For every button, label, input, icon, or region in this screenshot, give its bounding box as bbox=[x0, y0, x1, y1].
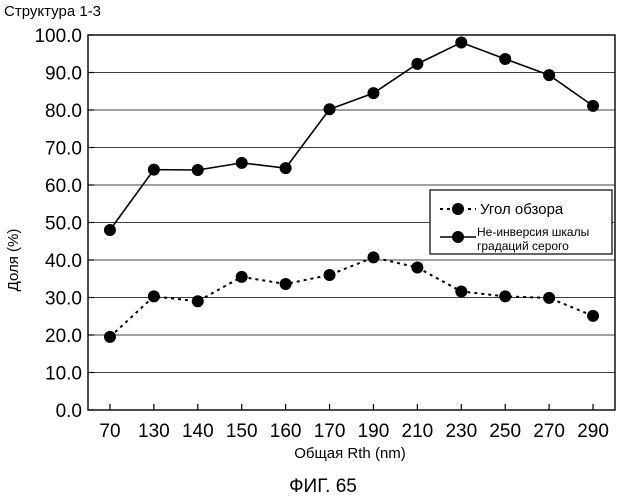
data-point-series-1 bbox=[587, 100, 599, 112]
data-point-series-1 bbox=[192, 164, 204, 176]
x-tick-label: 230 bbox=[445, 421, 477, 442]
data-point-series-0 bbox=[543, 292, 555, 304]
y-tick-label: 50.0 bbox=[45, 214, 82, 235]
x-tick-label: 190 bbox=[358, 421, 390, 442]
x-tick-label: 130 bbox=[138, 421, 170, 442]
x-tick-label: 170 bbox=[314, 421, 346, 442]
data-point-series-1 bbox=[148, 164, 160, 176]
data-point-series-1 bbox=[104, 224, 116, 236]
chart-structure-label: Структура 1-3 bbox=[4, 3, 101, 20]
x-tick-label: 270 bbox=[533, 421, 565, 442]
y-tick-label: 30.0 bbox=[45, 289, 82, 310]
data-point-series-1 bbox=[543, 69, 555, 81]
x-tick-label: 160 bbox=[270, 421, 302, 442]
y-tick-label: 60.0 bbox=[45, 176, 82, 197]
legend-marker-non-inversion bbox=[452, 231, 464, 243]
y-axis-title: Доля (%) bbox=[5, 229, 22, 292]
data-point-series-1 bbox=[455, 37, 467, 49]
legend: Угол обзора Не-инверсия шкалы градаций с… bbox=[430, 190, 612, 254]
y-tick-label: 20.0 bbox=[45, 326, 82, 347]
x-tick-label: 150 bbox=[226, 421, 258, 442]
data-point-series-1 bbox=[324, 103, 336, 115]
y-tick-label: 80.0 bbox=[45, 101, 82, 122]
data-point-series-0 bbox=[587, 310, 599, 322]
data-point-series-0 bbox=[324, 269, 336, 281]
x-tick-label: 140 bbox=[182, 421, 214, 442]
y-tick-label: 0.0 bbox=[56, 401, 82, 422]
data-point-series-0 bbox=[367, 251, 379, 263]
data-point-series-1 bbox=[236, 157, 248, 169]
legend-label-viewing-angle: Угол обзора bbox=[480, 201, 564, 218]
x-tick-label: 290 bbox=[577, 421, 609, 442]
data-point-series-1 bbox=[499, 53, 511, 65]
data-point-series-0 bbox=[104, 331, 116, 343]
data-point-series-0 bbox=[148, 290, 160, 302]
legend-label-non-inversion-line2: градаций серого bbox=[477, 239, 569, 253]
data-point-series-0 bbox=[411, 262, 423, 274]
legend-marker-viewing-angle bbox=[452, 203, 464, 215]
data-point-series-0 bbox=[192, 295, 204, 307]
data-point-series-0 bbox=[280, 278, 292, 290]
y-tick-label: 100.0 bbox=[34, 26, 82, 47]
x-axis-title: Общая Rth (nm) bbox=[294, 445, 406, 462]
figure-label: ФИГ. 65 bbox=[289, 476, 357, 497]
y-tick-label: 90.0 bbox=[45, 64, 82, 85]
legend-label-non-inversion-line1: Не-инверсия шкалы bbox=[477, 225, 589, 239]
x-tick-label: 70 bbox=[99, 421, 120, 442]
x-tick-label: 210 bbox=[402, 421, 434, 442]
y-axis-ticks: 0.0 10.0 20.0 30.0 40.0 50.0 60.0 70.0 80.0 90.0 1… bbox=[34, 26, 94, 422]
y-tick-label: 40.0 bbox=[45, 251, 82, 272]
data-point-series-1 bbox=[367, 87, 379, 99]
data-point-series-0 bbox=[236, 271, 248, 283]
data-point-series-1 bbox=[411, 58, 423, 70]
data-point-series-1 bbox=[280, 162, 292, 174]
y-tick-label: 10.0 bbox=[45, 364, 82, 385]
data-point-series-0 bbox=[499, 290, 511, 302]
y-tick-label: 70.0 bbox=[45, 139, 82, 160]
data-point-series-0 bbox=[455, 286, 467, 298]
x-tick-label: 250 bbox=[489, 421, 521, 442]
